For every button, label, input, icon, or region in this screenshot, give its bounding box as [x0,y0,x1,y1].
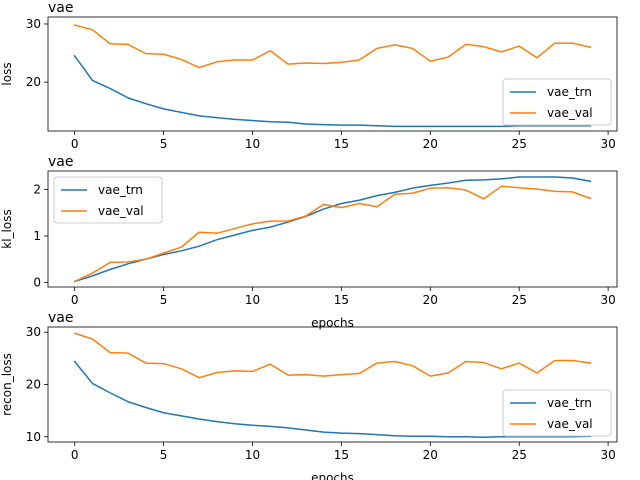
y-tick-label: 30 [26,325,41,339]
series-line-vae-val [73,185,592,283]
y-tick-label: 10 [26,430,41,444]
chart-panel-1: vae loss 0 5 10 15 20 25 30 20 30 vae_trn vae_val [0,0,618,151]
x-tick-label: 25 [512,293,527,307]
x-tick-label: 15 [334,448,349,462]
y-axis-label: kl_loss [0,209,14,248]
legend: vae_trn vae_val [502,78,612,126]
y-axis-label: recon_loss [0,353,14,416]
series-line-vae-trn [73,360,592,439]
x-tick-label: 30 [600,293,615,307]
x-tick-label: 25 [512,137,527,151]
legend-label: vae_val [98,204,144,218]
x-tick-label: 15 [334,137,349,151]
x-tick-label: 30 [600,448,615,462]
x-tick-label: 20 [423,448,438,462]
x-tick-label: 10 [245,137,260,151]
x-tick-label: 0 [71,137,79,151]
series-line-vae-trn [73,54,592,128]
y-axis-label: loss [0,62,14,85]
x-tick-label: 0 [71,293,79,307]
x-tick-label: 15 [334,293,349,307]
x-tick-label: 25 [512,448,527,462]
x-tick-label: 0 [71,448,79,462]
legend: vae_trn vae_val [53,176,163,224]
x-tick-label: 5 [160,448,168,462]
series-line-vae-val [73,24,592,69]
y-tick-label: 1 [33,229,41,243]
legend-label: vae_val [547,106,593,120]
x-tick-label: 20 [423,293,438,307]
legend-label: vae_trn [547,85,592,99]
y-tick-label: 20 [26,75,41,89]
x-tick-label: 5 [160,137,168,151]
legend-label: vae_trn [547,396,592,410]
chart-title: vae [48,0,73,16]
series-line-vae-val [73,332,592,379]
legend: vae_trn vae_val [502,389,612,437]
plot-frame [47,170,618,288]
x-tick-label: 10 [245,293,260,307]
x-tick-label: 30 [600,137,615,151]
y-tick-label: 2 [33,183,41,197]
plot-frame [47,16,618,132]
x-tick-label: 5 [160,293,168,307]
legend-label: vae_val [547,417,593,431]
y-tick-label: 20 [26,378,41,392]
chart-title: vae [48,310,73,326]
legend-label: vae_trn [98,183,143,197]
y-tick-label: 0 [33,275,41,289]
x-axis-label: epochs [311,471,354,480]
x-tick-label: 10 [245,448,260,462]
x-tick-label: 20 [423,137,438,151]
plot-frame [47,326,618,443]
chart-title: vae [48,154,73,170]
y-tick-label: 30 [26,17,41,31]
x-axis-label: epochs [311,316,354,330]
